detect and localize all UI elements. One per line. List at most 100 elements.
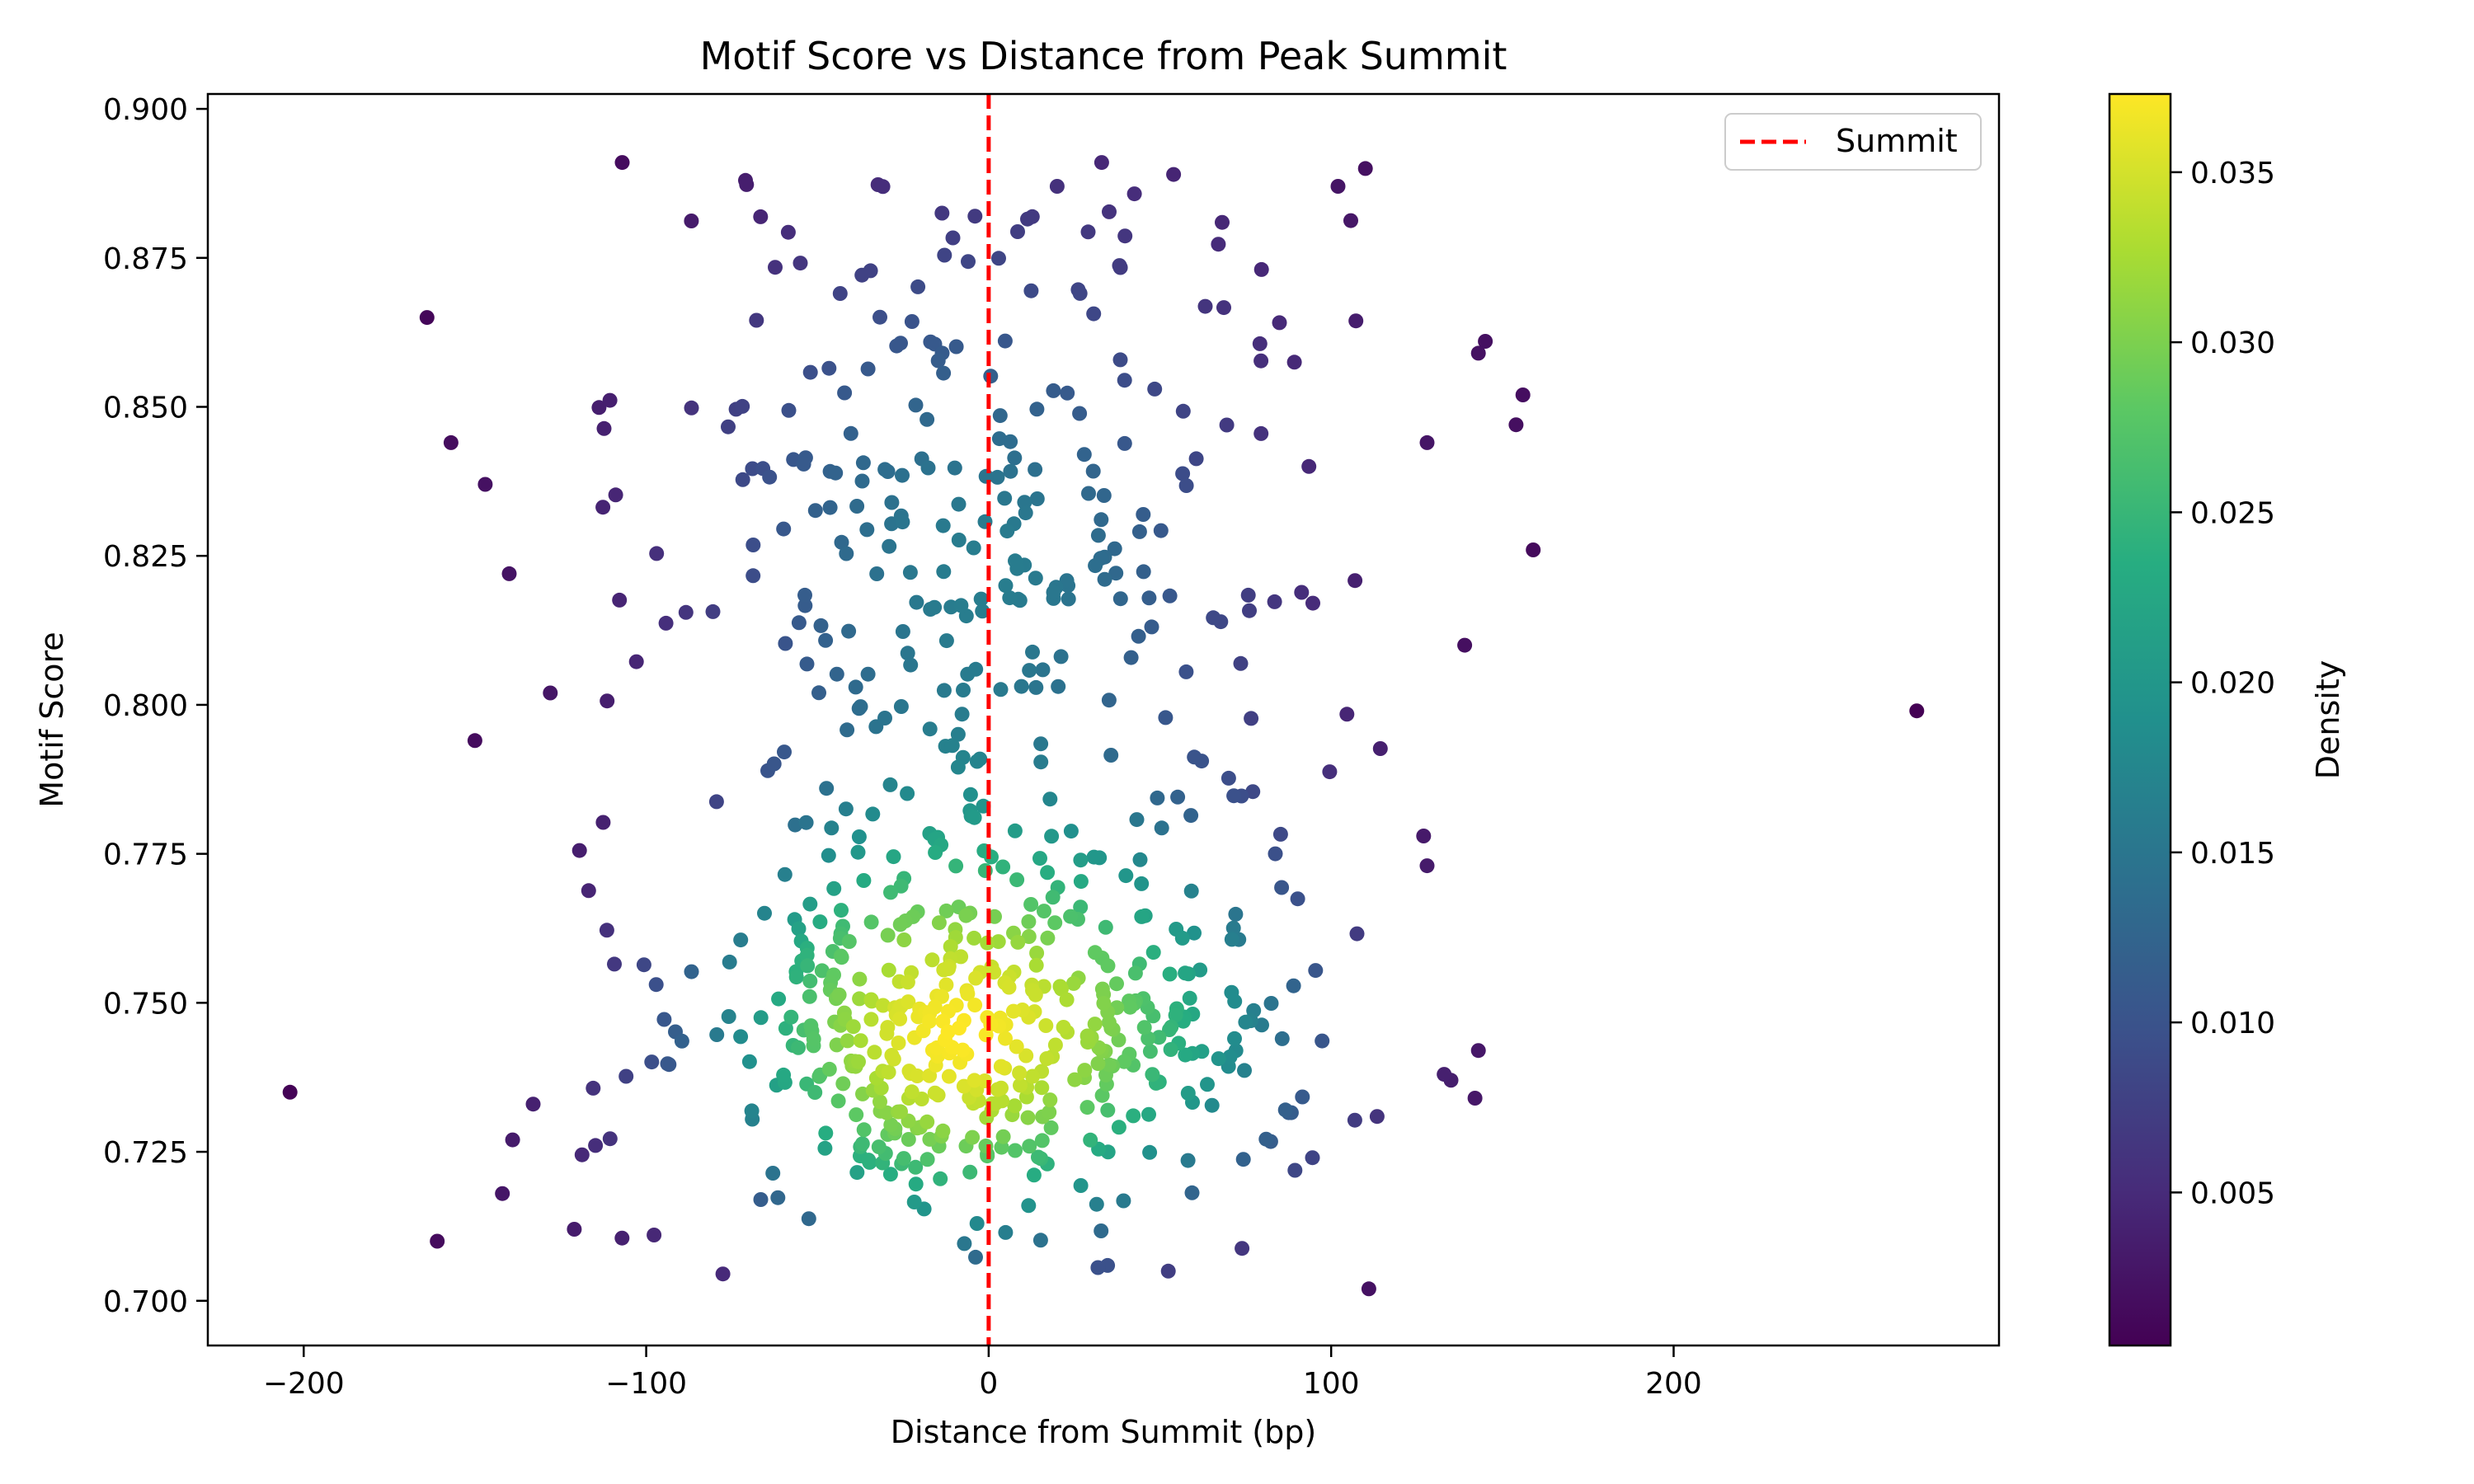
data-point [843, 425, 858, 441]
data-point [1047, 1037, 1063, 1053]
data-point [952, 1021, 967, 1036]
data-point [819, 781, 835, 796]
data-point [920, 460, 936, 476]
data-point [998, 578, 1014, 594]
data-point [1168, 1007, 1183, 1023]
data-point [1035, 662, 1051, 678]
data-point [1021, 913, 1037, 929]
data-point [765, 1166, 781, 1181]
data-point [1178, 478, 1194, 493]
data-point [922, 1131, 938, 1147]
data-point [1005, 1003, 1021, 1019]
data-point [1020, 211, 1035, 227]
data-point [636, 957, 651, 973]
data-point [1087, 1017, 1103, 1032]
data-point [1150, 790, 1165, 805]
data-point [1060, 385, 1075, 401]
data-point [745, 538, 761, 552]
data-point [1013, 1078, 1028, 1093]
data-point [1235, 1152, 1251, 1167]
data-point [927, 599, 943, 615]
data-point [1162, 588, 1178, 603]
data-point [1088, 558, 1103, 574]
data-point [1045, 890, 1061, 905]
data-point [1067, 1072, 1083, 1087]
data-point [1515, 387, 1531, 402]
data-point [1073, 852, 1089, 868]
data-point [882, 777, 898, 792]
data-point [1305, 1150, 1320, 1166]
data-point [1470, 1043, 1486, 1059]
data-point [733, 932, 749, 948]
data-point [1221, 770, 1236, 786]
data-point [1012, 1065, 1028, 1081]
chart-title: Motif Score vs Distance from Peak Summit [700, 34, 1507, 78]
data-point [1098, 919, 1113, 935]
data-point [1025, 1068, 1041, 1084]
data-point [854, 473, 870, 489]
data-point [793, 256, 808, 271]
data-point [839, 546, 854, 561]
data-point [999, 524, 1015, 539]
data-point [992, 408, 1008, 424]
data-point [904, 314, 920, 329]
data-point [1081, 486, 1096, 501]
y-tick-label: 0.775 [103, 838, 188, 872]
data-point [796, 456, 811, 472]
data-point [1127, 965, 1143, 981]
data-point [943, 939, 958, 955]
data-point [1126, 1108, 1141, 1124]
data-point [778, 1021, 793, 1036]
data-point [1222, 1049, 1238, 1064]
data-point [1028, 957, 1044, 973]
data-point [1018, 1048, 1034, 1064]
data-point [841, 934, 857, 949]
colorbar: 0.005 0.010 0.015 0.020 0.025 0.030 0.035 Dens… [2108, 92, 2346, 1347]
data-point [821, 360, 837, 376]
x-axis: −200 −100 0 100 200 [263, 1345, 1702, 1401]
data-point [1145, 945, 1161, 960]
data-point [998, 1224, 1014, 1240]
data-point [1183, 808, 1199, 824]
data-point [1094, 155, 1109, 171]
data-point [991, 431, 1007, 447]
data-point [776, 1067, 792, 1082]
data-point [834, 534, 849, 550]
data-point [908, 397, 924, 413]
data-point [920, 1114, 935, 1129]
data-point [965, 1129, 981, 1145]
data-point [1129, 812, 1145, 828]
data-point [892, 917, 908, 932]
data-point [1268, 846, 1283, 862]
data-point [817, 1140, 833, 1156]
data-point [791, 921, 807, 937]
data-point [599, 923, 614, 938]
data-point [788, 817, 803, 833]
data-point [797, 587, 812, 603]
data-point [1047, 915, 1063, 931]
data-point [501, 566, 517, 581]
data-point [1315, 1033, 1330, 1049]
data-point [909, 594, 924, 610]
data-point [1305, 595, 1320, 611]
data-point [1252, 336, 1268, 351]
colorbar-tick-label: 0.020 [2190, 667, 2275, 701]
data-point [1046, 383, 1061, 398]
data-point [1028, 462, 1043, 477]
data-point [505, 1132, 520, 1148]
data-point [927, 1085, 943, 1101]
data-point [910, 279, 926, 294]
data-point [602, 1131, 618, 1147]
data-point [1277, 1102, 1293, 1118]
data-point [835, 1076, 851, 1092]
data-point [950, 759, 966, 775]
data-point [753, 209, 769, 224]
data-point [600, 693, 615, 709]
data-point [1117, 435, 1132, 451]
data-point [1032, 851, 1047, 866]
data-point [881, 962, 896, 978]
data-point [828, 465, 844, 481]
data-point [1112, 352, 1128, 368]
data-point [908, 1159, 924, 1175]
data-point [807, 1085, 823, 1100]
